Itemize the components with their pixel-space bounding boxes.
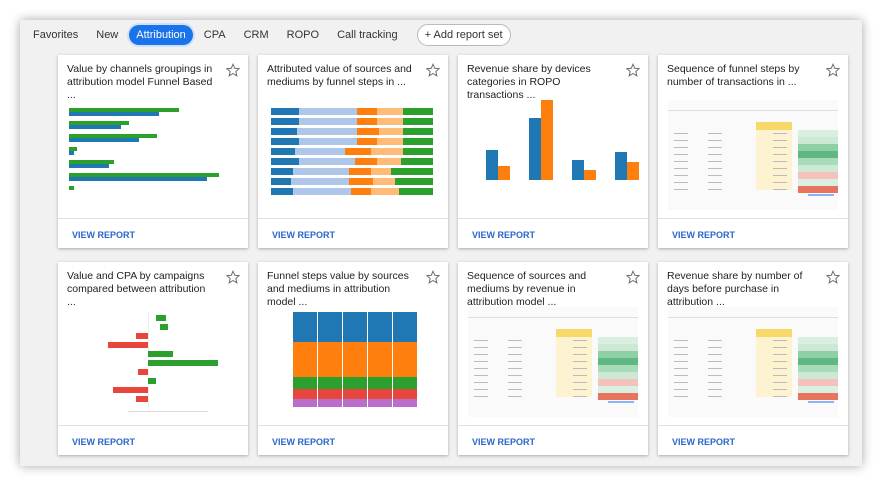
- tab[interactable]: Favorites: [33, 29, 79, 41]
- favorite-star[interactable]: [425, 269, 441, 284]
- card-divider: [658, 425, 848, 426]
- card-divider: [658, 218, 848, 219]
- report-card: Funnel steps value by sources and medium…: [258, 262, 448, 455]
- card-title: Revenue share by number of days before p…: [667, 270, 803, 308]
- card-divider: [258, 218, 448, 219]
- report-card: Sequence of funnel steps by number of tr…: [658, 55, 848, 248]
- add-report-button[interactable]: + Add report set: [416, 24, 511, 46]
- card-title: Sequence of sources and mediums by reven…: [467, 270, 587, 308]
- view-report-button[interactable]: VIEW REPORT: [72, 437, 136, 447]
- report-card: Revenue share by devices categories in R…: [458, 55, 648, 248]
- tab[interactable]: ROPO: [286, 29, 320, 41]
- tab[interactable]: CRM: [243, 29, 269, 41]
- chart-thumbnail: [666, 307, 840, 422]
- view-report-button[interactable]: VIEW REPORT: [72, 230, 136, 240]
- chart-thumbnail: [266, 307, 440, 422]
- card-title: Funnel steps value by sources and medium…: [267, 270, 409, 308]
- report-card: Sequence of sources and mediums by reven…: [458, 262, 648, 455]
- favorite-star[interactable]: [625, 269, 641, 284]
- card-divider: [458, 425, 648, 426]
- card-title: Value by channels groupings in attributi…: [67, 63, 213, 101]
- card-divider: [58, 425, 248, 426]
- tab[interactable]: CPA: [203, 29, 226, 41]
- chart-thumbnail: [466, 92, 640, 215]
- tab[interactable]: New: [96, 29, 119, 41]
- card-title: Revenue share by devices categories in R…: [467, 63, 591, 101]
- favorite-star[interactable]: [425, 62, 441, 77]
- report-card: Value by channels groupings in attributi…: [58, 55, 248, 248]
- tab[interactable]: Attribution: [129, 25, 193, 45]
- add-report-label: Add report set: [433, 29, 503, 41]
- view-report-button[interactable]: VIEW REPORT: [272, 437, 336, 447]
- tab-bar: Favorites New Attribution CPA CRM ROPO Call tr…: [26, 24, 511, 46]
- chart-thumbnail: [666, 100, 840, 215]
- card-title: Value and CPA by campaigns compared betw…: [67, 270, 206, 308]
- report-card: Revenue share by number of days before p…: [658, 262, 848, 455]
- view-report-button[interactable]: VIEW REPORT: [672, 437, 736, 447]
- chart-thumbnail: [66, 307, 240, 422]
- chart-thumbnail: [266, 100, 440, 215]
- card-title: Sequence of funnel steps by number of tr…: [667, 63, 800, 88]
- card-divider: [58, 218, 248, 219]
- report-card: Attributed value of sources and mediums …: [258, 55, 448, 248]
- card-divider: [458, 218, 648, 219]
- plus-icon: +: [424, 29, 434, 41]
- chart-thumbnail: [466, 307, 640, 422]
- tab[interactable]: Call tracking: [337, 29, 398, 41]
- favorite-star[interactable]: [625, 62, 641, 77]
- view-report-button[interactable]: VIEW REPORT: [472, 437, 536, 447]
- report-card: Value and CPA by campaigns compared betw…: [58, 262, 248, 455]
- report-panel: Favorites New Attribution CPA CRM ROPO Call tr…: [20, 20, 862, 466]
- favorite-star[interactable]: [225, 269, 241, 284]
- view-report-button[interactable]: VIEW REPORT: [272, 230, 336, 240]
- card-title: Attributed value of sources and mediums …: [267, 63, 412, 88]
- favorite-star[interactable]: [825, 62, 841, 77]
- view-report-button[interactable]: VIEW REPORT: [672, 230, 736, 240]
- favorite-star[interactable]: [825, 269, 841, 284]
- card-divider: [258, 425, 448, 426]
- view-report-button[interactable]: VIEW REPORT: [472, 230, 536, 240]
- favorite-star[interactable]: [225, 62, 241, 77]
- chart-thumbnail: [66, 100, 240, 215]
